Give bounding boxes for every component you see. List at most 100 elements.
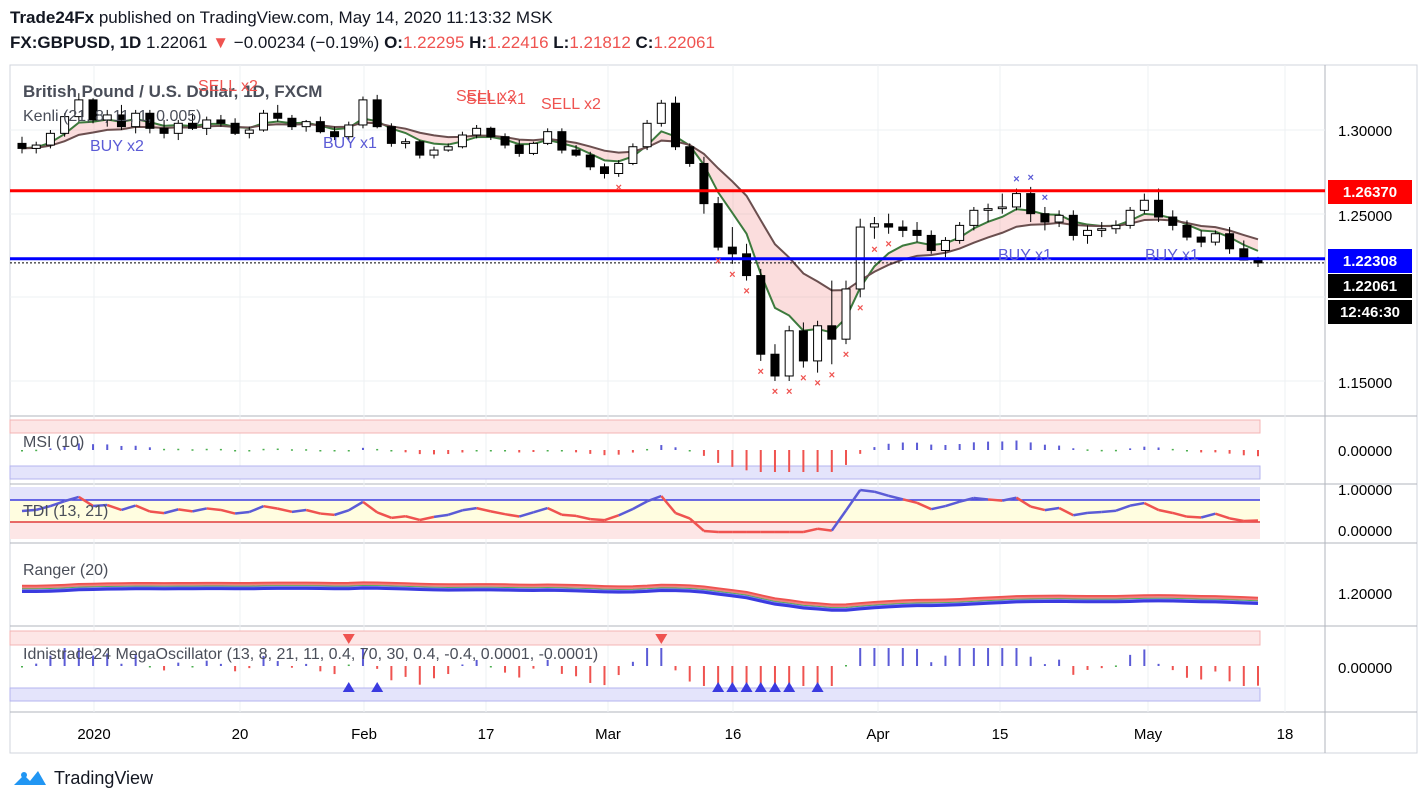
signal-cross-icon: × (1013, 174, 1019, 186)
time-tick: Apr (866, 726, 889, 743)
msi-bar (660, 445, 663, 450)
mega-bar (49, 655, 52, 666)
buy-triangle-icon (712, 682, 725, 692)
msi-bar (21, 450, 23, 452)
tdi-tick: 1.00000 (1338, 482, 1392, 499)
signal-label: BUY x1 (1145, 247, 1199, 264)
mega-bar (305, 663, 308, 666)
signal-cross-icon: × (615, 182, 621, 194)
msi-bar (617, 450, 620, 455)
mega-bar (1058, 659, 1061, 666)
candle-body (926, 234, 936, 251)
candle-body (17, 142, 27, 149)
msi-bar (148, 447, 151, 450)
mega-bar (1185, 666, 1188, 678)
msi-bar (546, 450, 549, 452)
tdi-segment (703, 529, 719, 534)
sell-triangle-icon (655, 634, 668, 644)
mega-bar (234, 666, 237, 672)
candle-body (429, 149, 439, 156)
tdi-segment (234, 510, 250, 515)
mega-bar (447, 666, 450, 675)
candle-body (997, 206, 1007, 210)
msi-bar (120, 445, 123, 450)
tdi-segment (533, 506, 549, 514)
mega-bar (63, 648, 66, 666)
mega-bar (518, 666, 521, 678)
msi-bar (1257, 450, 1259, 457)
tdi-segment (930, 504, 946, 511)
candle-body (259, 112, 269, 131)
candle-body (145, 112, 155, 129)
msi-bar (77, 443, 80, 450)
msi-bar (1214, 450, 1217, 453)
candle-body (301, 121, 311, 128)
signal-cross-icon: × (871, 244, 877, 256)
msi-bar (262, 448, 265, 451)
mega-bar (1257, 666, 1259, 686)
tdi-segment (959, 496, 975, 503)
tdi-segment (78, 495, 94, 508)
msi-bar (1171, 448, 1174, 451)
msi-bar (163, 448, 166, 451)
mega-bar (276, 661, 279, 666)
msi-bar (1228, 450, 1231, 454)
signal-markers: × × × × × × × × × × × × × × × × × (615, 172, 1048, 398)
tdi-segment (1158, 508, 1174, 515)
candle-body (699, 162, 709, 205)
msi-bar (901, 442, 904, 450)
mega-bar (1072, 666, 1075, 675)
publisher-name[interactable]: Trade24Fx (10, 8, 95, 27)
tdi-segment (1143, 501, 1160, 512)
mega-bar (759, 666, 762, 686)
mega-tick: 0.00000 (1338, 660, 1392, 677)
candle-body (1026, 193, 1036, 215)
high-value: 1.22416 (487, 33, 549, 52)
mega-bar (219, 663, 222, 666)
msi-bar (560, 450, 563, 452)
msi-bar (1185, 450, 1188, 452)
mega-bar (1015, 648, 1018, 666)
tdi-segment (604, 514, 620, 522)
msi-bar (390, 450, 393, 452)
mega-bar (120, 663, 123, 666)
candle-body (372, 99, 382, 128)
msi-bar (532, 450, 535, 453)
mega-bar (1228, 666, 1231, 682)
tdi-segment (860, 488, 875, 493)
mega-bar (1100, 666, 1103, 669)
msi-bar (745, 450, 748, 471)
open-label: O: (384, 33, 403, 52)
msi-bar (461, 450, 464, 453)
candle-body (187, 122, 197, 129)
candle-body (31, 144, 41, 149)
mega-bar (21, 666, 23, 668)
candle-body (131, 112, 141, 128)
msi-bar (717, 450, 720, 463)
tdi-segment (447, 509, 463, 517)
candle-body (287, 117, 297, 128)
candle-body (472, 127, 482, 136)
candle-body (230, 122, 240, 134)
tradingview-logo[interactable]: TradingView (12, 767, 153, 789)
candle-body (884, 223, 894, 228)
tdi-legend: TDI (13, 21) (23, 503, 108, 520)
mega-lower-band (9, 687, 1261, 702)
buy-triangle-icon (726, 682, 739, 692)
mega-bar (745, 666, 748, 686)
mega-bar (1143, 649, 1146, 666)
msi-bar (1058, 445, 1061, 450)
candle-body (330, 131, 340, 138)
candle-body (770, 353, 780, 377)
mega-bar (504, 666, 507, 673)
candle-body (1011, 193, 1021, 208)
mega-bar (92, 655, 95, 666)
msi-bar (1015, 440, 1018, 450)
tdi-segment (1101, 509, 1117, 514)
tdi-segment (135, 504, 151, 513)
mega-bar (376, 666, 379, 669)
signal-cross-icon: × (715, 255, 721, 267)
candle-body (642, 122, 652, 148)
candle-body (543, 131, 553, 144)
